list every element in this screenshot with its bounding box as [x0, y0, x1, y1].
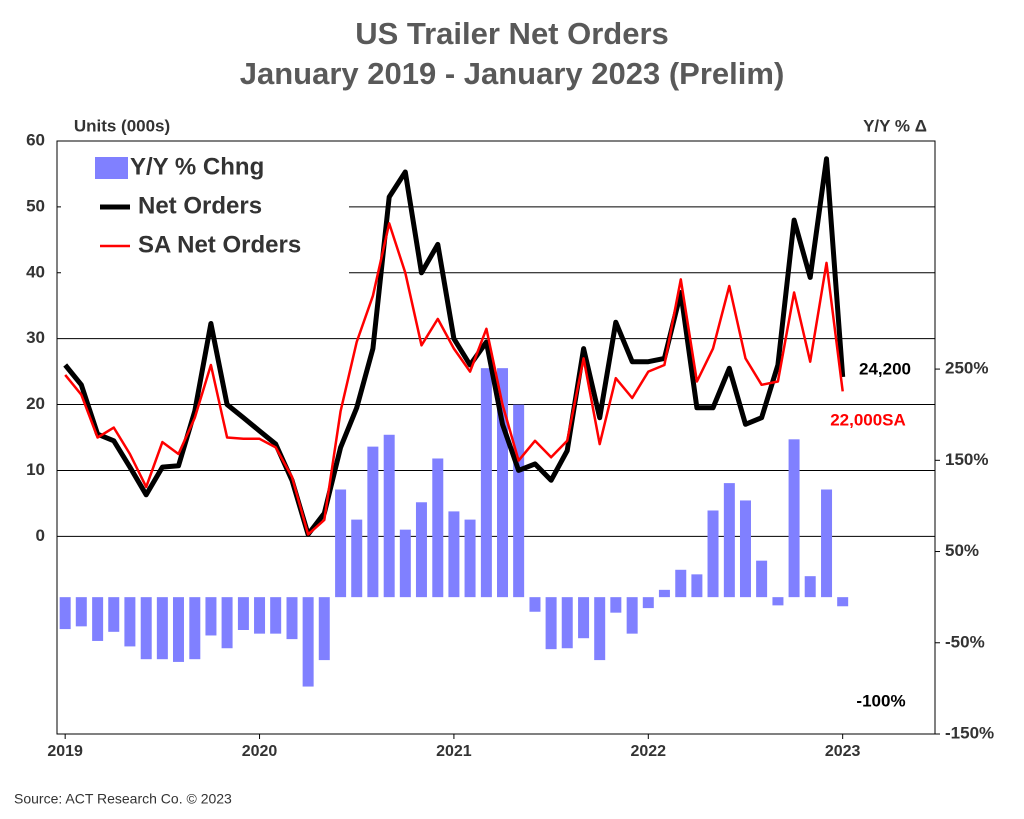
- x-tick-label: 2023: [825, 743, 861, 760]
- line: [64, 222, 844, 536]
- bar: [432, 458, 444, 598]
- bar: [205, 597, 217, 636]
- bar: [707, 510, 719, 598]
- bar: [108, 597, 120, 632]
- y-tick-label: 40: [26, 262, 45, 281]
- bar: [658, 589, 670, 598]
- bar: [367, 446, 379, 598]
- annotation: -100%: [856, 691, 905, 710]
- y-tick-label: 50: [26, 196, 45, 215]
- y2-tick-label: 250%: [945, 359, 988, 378]
- bar: [270, 597, 282, 634]
- bar: [772, 597, 784, 606]
- bar: [221, 597, 233, 649]
- legend-label: Y/Y % Chng: [130, 153, 264, 180]
- legend-label: Net Orders: [138, 192, 262, 219]
- chart-title: US Trailer Net Orders: [355, 16, 669, 51]
- bar: [383, 434, 395, 598]
- bar: [626, 597, 638, 634]
- bar: [691, 574, 703, 598]
- bar: [302, 597, 314, 687]
- bar: [561, 597, 573, 649]
- annotation: 24,200: [859, 359, 911, 378]
- legend-label: SA Net Orders: [138, 231, 301, 258]
- y2-tick-label: 50%: [945, 541, 979, 560]
- bar: [156, 597, 168, 660]
- bar: [464, 519, 476, 598]
- bar: [318, 597, 330, 661]
- bar: [545, 597, 557, 650]
- bar: [497, 368, 509, 598]
- y-tick-label: 30: [26, 328, 45, 347]
- bar: [335, 489, 347, 598]
- bar: [756, 560, 768, 598]
- bar: [59, 597, 71, 630]
- bar: [172, 597, 184, 662]
- bar: [578, 597, 590, 639]
- y-tick-label: 10: [26, 460, 45, 479]
- bar: [675, 569, 687, 598]
- bar: [351, 519, 363, 598]
- bar: [75, 597, 87, 627]
- bar: [415, 502, 427, 598]
- bar: [739, 500, 751, 598]
- y2-tick-label: 150%: [945, 450, 988, 469]
- bar: [642, 597, 654, 609]
- y-tick-label: 0: [36, 526, 45, 545]
- source-note: Source: ACT Research Co. © 2023: [14, 791, 232, 807]
- bar: [610, 597, 622, 613]
- x-tick-label: 2021: [436, 743, 472, 760]
- bar: [788, 439, 800, 598]
- x-tick-label: 2019: [47, 743, 83, 760]
- y2-tick-label: -150%: [945, 723, 994, 742]
- bar: [480, 368, 492, 598]
- chart-subtitle: January 2019 - January 2023 (Prelim): [240, 56, 785, 91]
- bar: [286, 597, 298, 640]
- y-axis-title: Units (000s): [74, 116, 170, 135]
- y-tick-label: 20: [26, 394, 45, 413]
- bar: [140, 597, 152, 660]
- y2-axis-title: Y/Y % Δ: [863, 116, 927, 135]
- x-tick-label: 2022: [630, 743, 666, 760]
- bar: [237, 597, 249, 630]
- bar: [124, 597, 136, 647]
- y2-tick-label: -50%: [945, 632, 985, 651]
- bar: [821, 489, 833, 598]
- plot-frame: [56, 140, 936, 735]
- y-tick-label: 60: [26, 130, 45, 149]
- bar: [513, 404, 525, 598]
- bar: [254, 597, 266, 634]
- legend-swatch: [95, 157, 128, 179]
- bar: [837, 597, 849, 607]
- bar: [594, 597, 606, 661]
- bar: [804, 576, 816, 598]
- annotation: 22,000SA: [830, 410, 906, 429]
- bar: [723, 483, 735, 598]
- x-tick-label: 2020: [242, 743, 278, 760]
- bar: [448, 511, 460, 598]
- line: [63, 156, 846, 537]
- bar: [189, 597, 201, 660]
- bar: [529, 597, 541, 612]
- bar: [92, 597, 104, 641]
- bar: [399, 529, 411, 598]
